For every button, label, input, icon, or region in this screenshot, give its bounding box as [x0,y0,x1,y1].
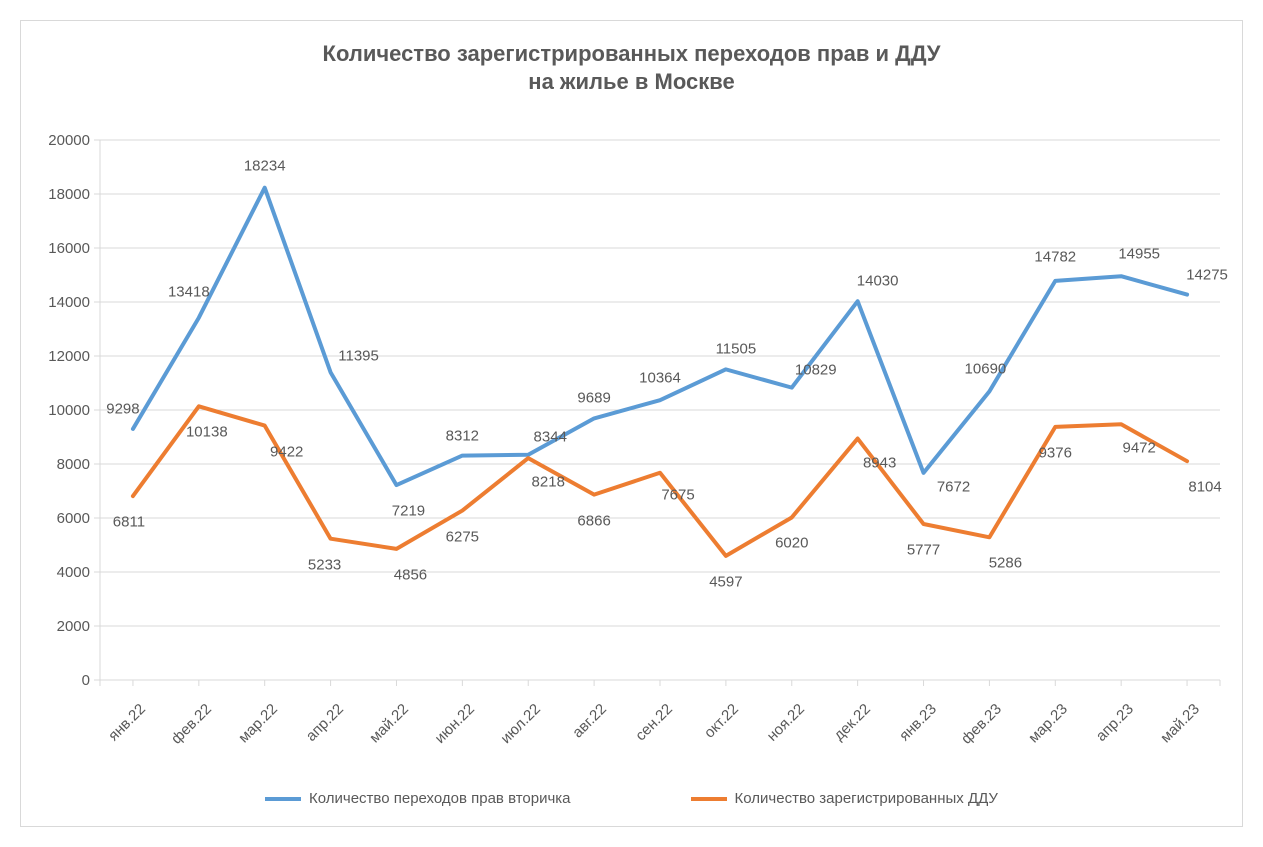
data-label: 5286 [989,555,1022,572]
data-label: 10138 [186,424,228,441]
data-label: 18234 [244,157,286,174]
data-label: 8104 [1188,479,1221,496]
y-tick-label: 16000 [48,240,90,257]
data-label: 10690 [965,361,1007,378]
data-label: 11505 [716,341,757,358]
data-label: 9422 [270,443,303,460]
y-tick-label: 10000 [48,402,90,419]
data-label: 14275 [1186,266,1228,283]
y-tick-label: 4000 [57,564,90,581]
data-label: 14782 [1034,248,1076,265]
data-label: 9376 [1039,444,1072,461]
data-label: 8218 [532,474,565,491]
data-label: 8344 [534,428,567,445]
legend-swatch [691,797,727,801]
data-label: 6811 [113,514,145,531]
y-tick-label: 20000 [48,132,90,149]
y-tick-label: 0 [82,672,90,689]
data-label: 4856 [394,566,427,583]
legend: Количество переходов прав вторичка Количе… [0,790,1263,807]
y-tick-label: 12000 [48,348,90,365]
data-label: 4597 [709,573,742,590]
data-label: 11395 [338,348,379,365]
legend-label: Количество переходов прав вторичка [309,790,571,807]
legend-item: Количество зарегистрированных ДДУ [691,790,998,807]
data-label: 9689 [577,390,610,407]
data-label: 14030 [857,273,899,290]
legend-label: Количество зарегистрированных ДДУ [735,790,998,807]
data-label: 9298 [106,400,139,417]
data-label: 6275 [446,528,479,545]
y-tick-label: 14000 [48,294,90,311]
y-tick-label: 18000 [48,186,90,203]
data-label: 10829 [795,361,837,378]
y-tick-label: 8000 [57,456,90,473]
data-label: 7675 [661,486,694,503]
y-tick-label: 6000 [57,510,90,527]
legend-item: Количество переходов прав вторичка [265,790,571,807]
y-tick-label: 2000 [57,618,90,635]
data-label: 10364 [639,370,681,387]
data-label: 6866 [577,512,610,529]
data-label: 6020 [775,535,808,552]
data-label: 13418 [168,283,210,300]
data-label: 9472 [1122,440,1155,457]
data-label: 8943 [863,454,896,471]
data-label: 7672 [937,478,970,495]
data-label: 14955 [1118,246,1160,263]
chart-container: Количество зарегистрированных переходов … [0,0,1263,847]
data-label: 5777 [907,542,940,559]
legend-swatch [265,797,301,801]
data-label: 5233 [308,556,341,573]
data-label: 7219 [392,503,425,520]
data-label: 8312 [446,427,479,444]
